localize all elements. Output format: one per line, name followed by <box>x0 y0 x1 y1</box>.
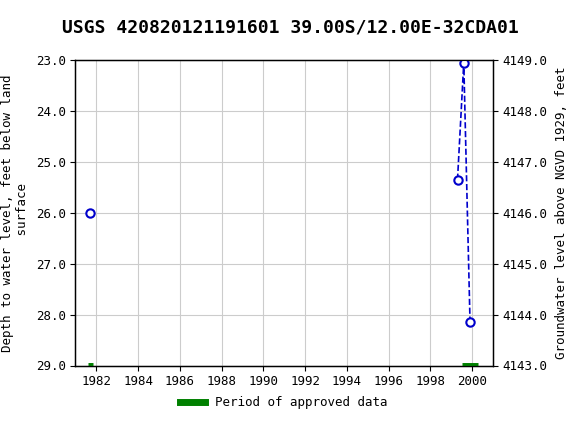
Y-axis label: Depth to water level, feet below land
 surface: Depth to water level, feet below land su… <box>1 74 29 352</box>
Legend: Period of approved data: Period of approved data <box>176 391 393 414</box>
Y-axis label: Groundwater level above NGVD 1929, feet: Groundwater level above NGVD 1929, feet <box>554 67 568 359</box>
Text: ✂USGS: ✂USGS <box>12 9 70 28</box>
Text: USGS 420820121191601 39.00S/12.00E-32CDA01: USGS 420820121191601 39.00S/12.00E-32CDA… <box>61 19 519 37</box>
